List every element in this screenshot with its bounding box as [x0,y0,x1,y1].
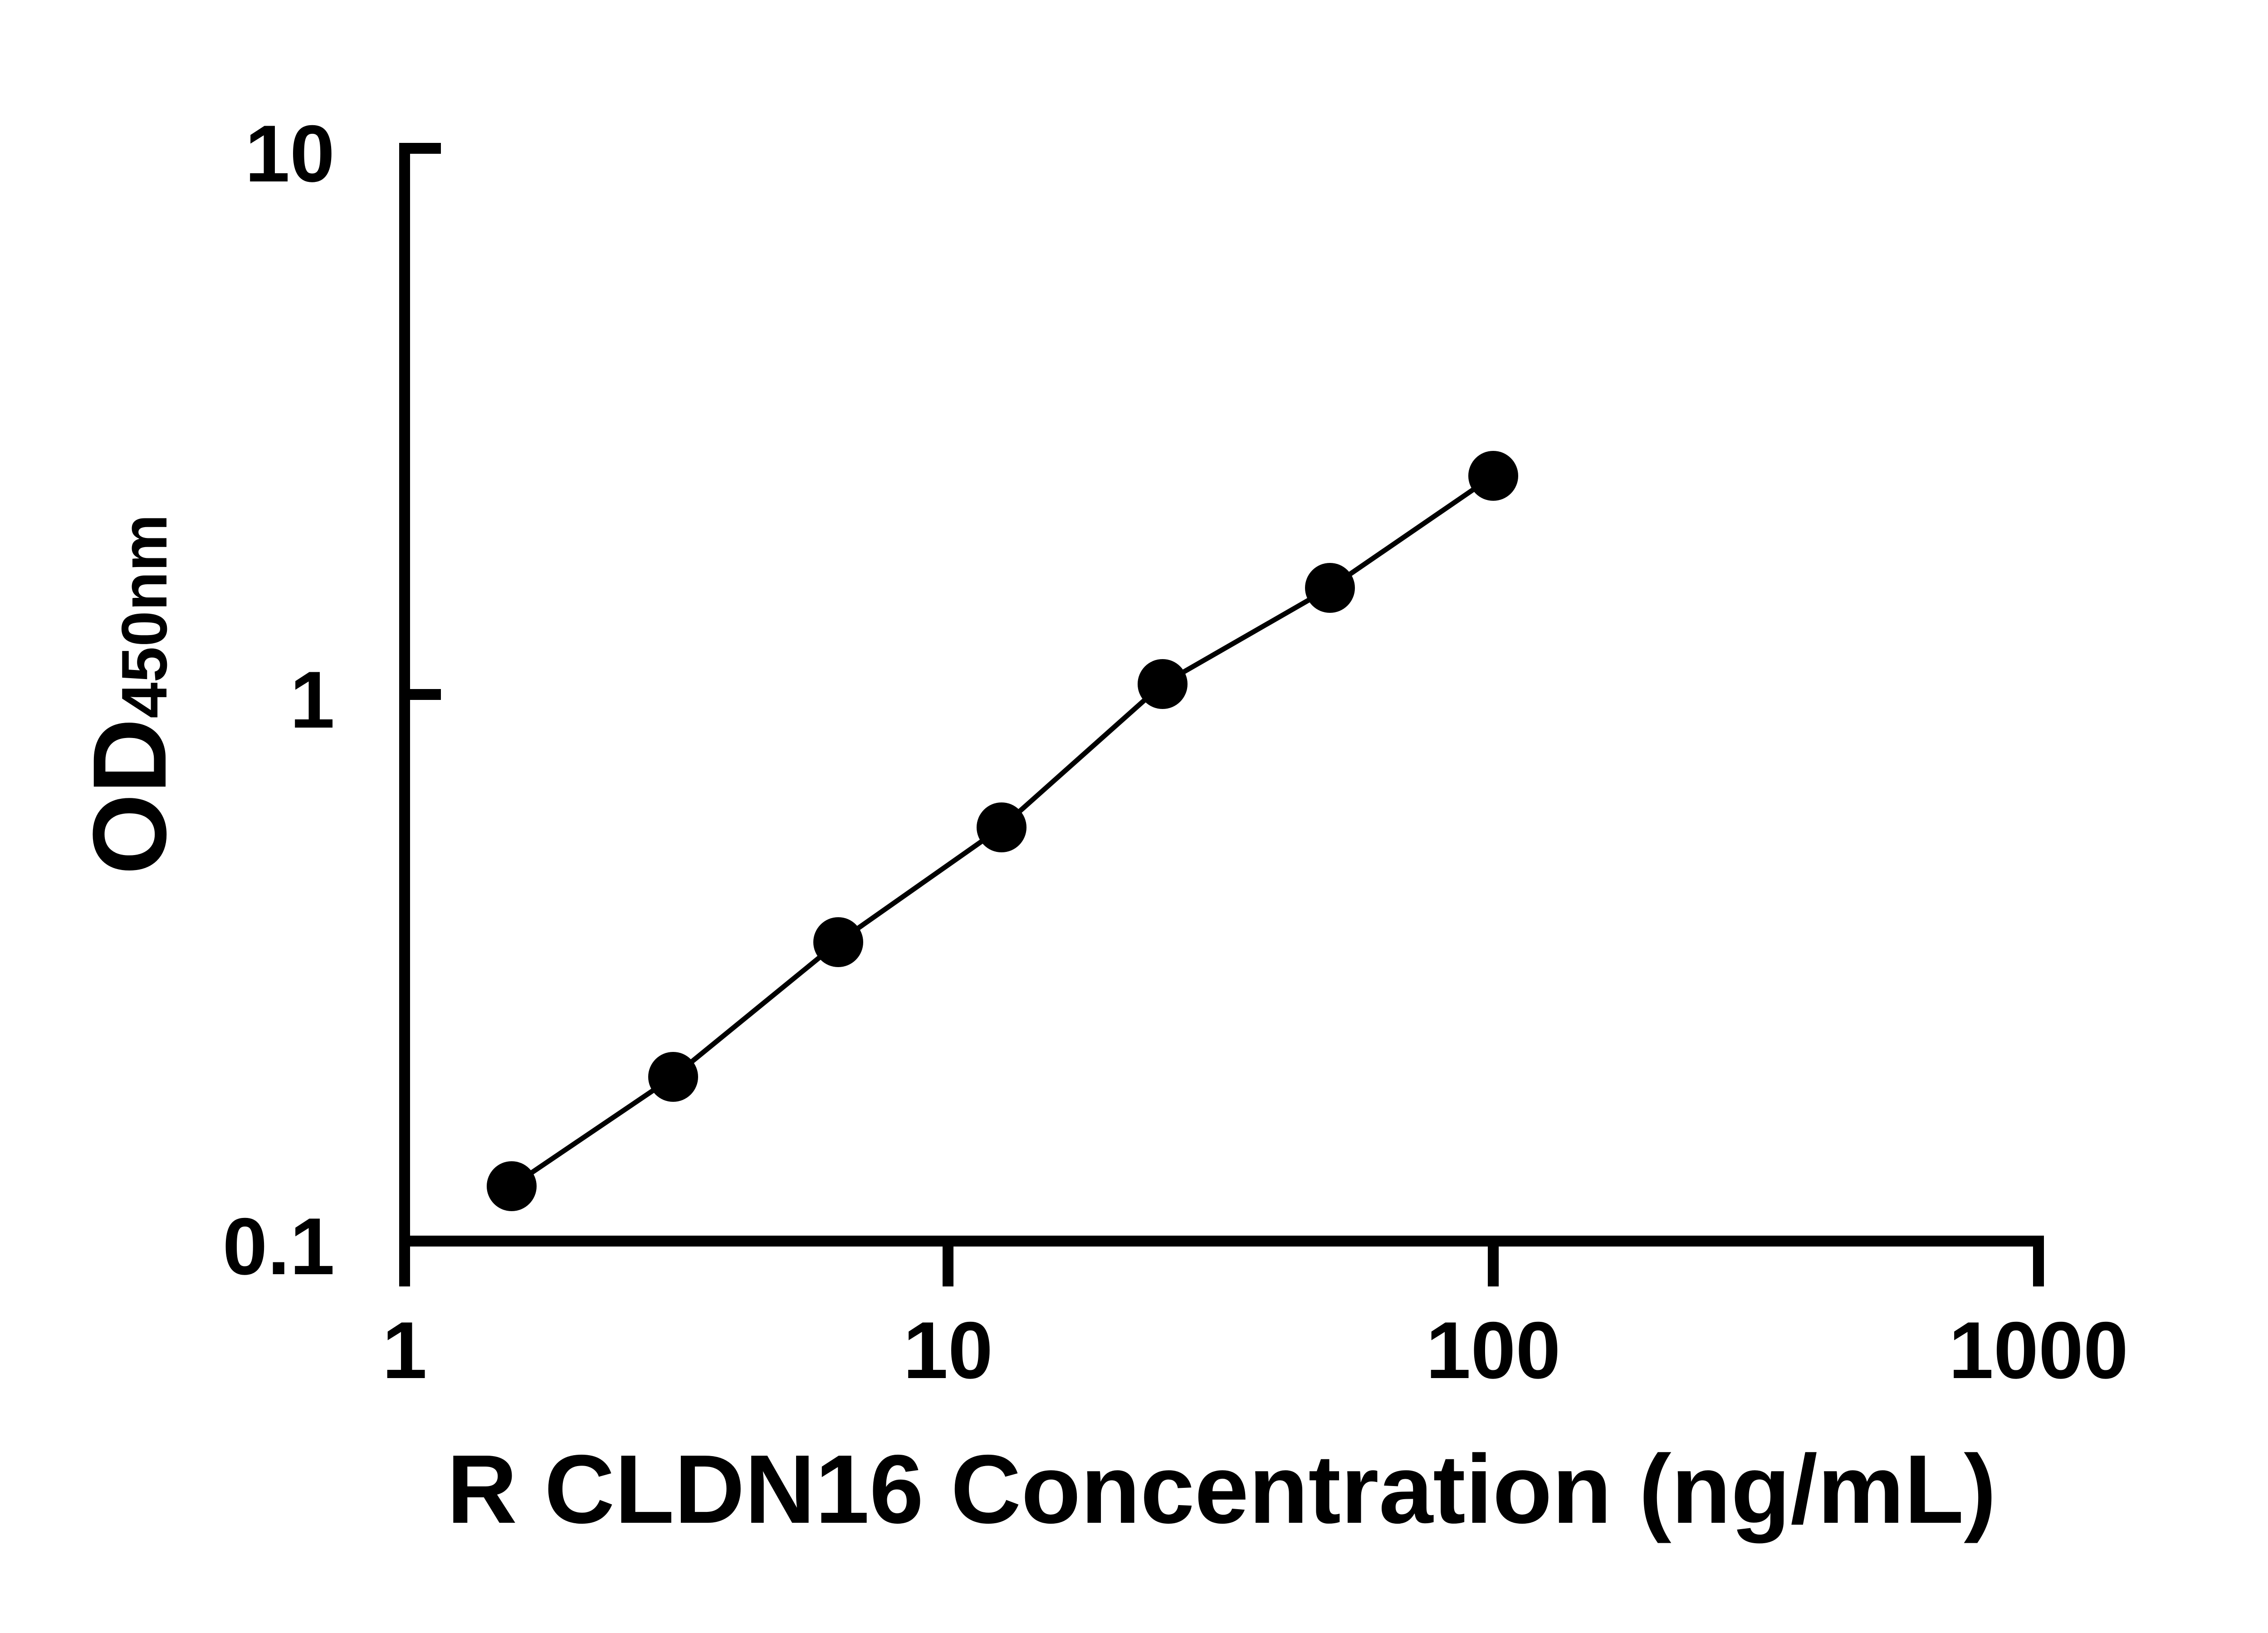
svg-text:0.1: 0.1 [223,1201,335,1291]
svg-text:1000: 1000 [1949,1305,2128,1395]
svg-text:100: 100 [1426,1305,1561,1395]
svg-text:1: 1 [382,1305,427,1395]
svg-text:1: 1 [290,655,335,745]
svg-text:R CLDN16 Concentration (ng/mL): R CLDN16 Concentration (ng/mL) [447,1434,1996,1544]
svg-text:10: 10 [245,108,335,199]
svg-text:OD450nm: OD450nm [71,514,188,875]
svg-text:10: 10 [903,1305,993,1395]
